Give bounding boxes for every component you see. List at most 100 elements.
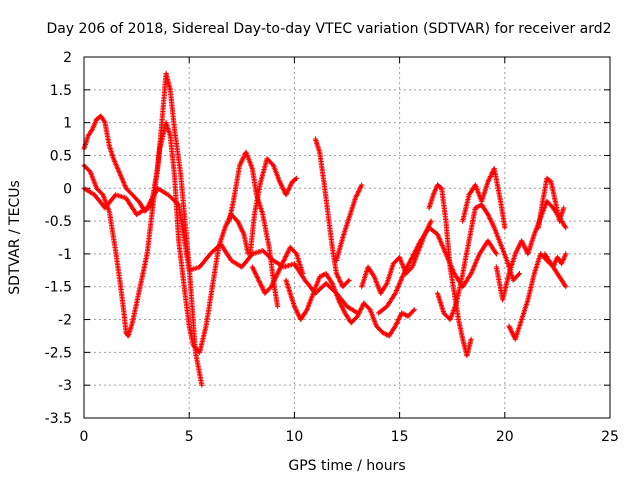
data-point (402, 272, 405, 275)
data-point (541, 200, 544, 203)
series-line (378, 227, 497, 314)
data-point (268, 246, 271, 249)
data-point (394, 325, 397, 327)
data-point (495, 266, 498, 268)
data-point (348, 279, 350, 282)
data-point (108, 144, 111, 147)
data-point (209, 253, 212, 255)
series-markers (333, 182, 365, 264)
data-point (224, 226, 226, 229)
data-point (104, 121, 106, 124)
y-tick-label: -2.5 (45, 345, 72, 361)
series-arc-11 (376, 225, 499, 316)
data-point (236, 220, 239, 223)
data-point (520, 239, 523, 242)
data-point (179, 174, 182, 177)
data-point (493, 226, 496, 229)
data-point (487, 239, 489, 242)
data-point (127, 335, 130, 337)
data-point (440, 187, 443, 190)
data-point (508, 325, 510, 327)
data-point (285, 193, 287, 196)
data-point (293, 262, 296, 265)
x-tick-label: 0 (80, 429, 89, 445)
data-point (270, 285, 273, 288)
data-point (411, 266, 414, 268)
data-point (356, 315, 359, 318)
data-point (266, 157, 268, 160)
data-point (503, 226, 506, 229)
data-point (89, 171, 92, 173)
series-arc-12 (426, 182, 474, 359)
data-point (449, 266, 451, 268)
y-axis-label: SDTVAR / TECUs (7, 180, 23, 295)
data-point (501, 299, 504, 301)
data-point (173, 128, 176, 131)
data-point (381, 331, 384, 334)
data-point (369, 308, 371, 311)
data-point (480, 200, 483, 203)
data-point (362, 302, 365, 304)
data-point (508, 272, 510, 275)
data-point (200, 384, 203, 387)
data-point (291, 180, 294, 183)
data-point (99, 115, 102, 117)
data-point (95, 187, 98, 190)
data-point (373, 276, 376, 278)
series-markers (376, 225, 499, 316)
data-point (470, 338, 472, 341)
data-point (245, 151, 247, 154)
data-point (461, 272, 464, 275)
data-point (493, 167, 496, 170)
data-point (211, 285, 214, 288)
y-tick-label: -2 (58, 313, 72, 329)
data-point (264, 292, 266, 295)
data-point (114, 193, 117, 196)
data-point (312, 292, 315, 295)
data-point (386, 282, 388, 285)
y-tick-label: -1.5 (45, 280, 72, 296)
data-point (123, 312, 125, 314)
data-point (331, 246, 334, 249)
data-point (165, 121, 168, 124)
data-point (93, 193, 96, 196)
y-tick-label: 2 (63, 50, 72, 66)
data-point (341, 285, 344, 288)
data-point (558, 220, 561, 223)
data-point (468, 239, 470, 242)
data-point (278, 180, 281, 183)
data-point (156, 167, 159, 170)
series-arc-2 (81, 70, 205, 388)
data-point (232, 200, 235, 203)
data-point (253, 213, 256, 216)
data-point (468, 193, 470, 196)
data-point (108, 210, 111, 213)
data-point (243, 233, 245, 236)
data-point (261, 213, 264, 216)
data-point (533, 233, 536, 236)
series-arc-15 (493, 198, 569, 303)
data-point (301, 272, 304, 275)
data-point (249, 253, 252, 255)
data-point (470, 272, 472, 275)
data-point (457, 318, 460, 321)
data-point (276, 272, 279, 275)
data-point (360, 285, 363, 288)
data-point (449, 318, 451, 321)
data-point (104, 207, 106, 209)
y-tick-label: 0.5 (50, 148, 72, 164)
data-point (514, 253, 517, 255)
y-tick-label: -3.5 (45, 411, 72, 427)
data-point (354, 197, 357, 200)
data-point (219, 243, 222, 246)
data-point (537, 226, 540, 229)
y-tick-label: -1 (58, 247, 72, 263)
series-arc-5 (247, 156, 300, 257)
data-point (367, 266, 369, 268)
data-point (407, 315, 409, 318)
series-arc-8 (312, 136, 352, 290)
data-point (251, 167, 254, 170)
series-arc-16 (506, 251, 569, 342)
data-point (137, 292, 140, 295)
x-axis-label: GPS time / hours (288, 458, 405, 474)
